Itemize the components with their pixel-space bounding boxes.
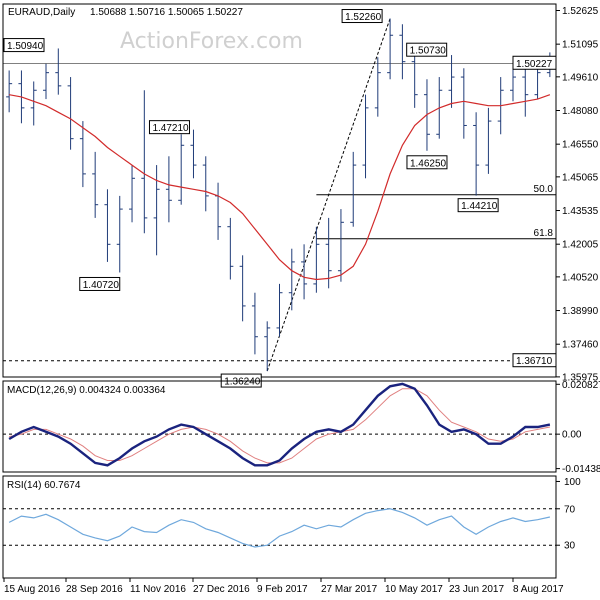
price-annotation-box [341,9,383,24]
price-annotation-box [148,120,190,135]
price-y-tick-label: 1.51095 [562,40,599,51]
watermark-text: ActionForex.com [120,29,303,54]
price-annotation-box [512,353,557,368]
price-annotation-box [457,198,499,213]
price-y-tick-label: 1.43535 [562,206,599,217]
x-tick-label: 11 Nov 2016 [130,584,186,595]
macd-panel-frame [2,380,557,473]
price-panel-frame [2,3,557,378]
price-y-tick-label: 1.42005 [562,240,599,251]
price-y-tick-label: 1.40520 [562,272,599,283]
x-tick-label: 27 Mar 2017 [321,584,378,595]
x-tick-label: 9 Feb 2017 [257,584,308,595]
price-annotation-box [3,38,45,53]
moving-average-line [8,94,551,281]
macd-title: MACD(12,26,9) 0.004324 0.003364 [7,385,166,396]
price-annotation-label: 1.40720 [83,280,120,291]
macd-y-tick-label: -0.014386 [562,464,600,475]
price-annotation-label: 1.36710 [516,356,553,367]
rsi-panel: 100 70 30 RSI(14) 60.7674 [2,475,581,579]
price-annotation-label: 1.46250 [410,158,447,169]
price-annotation-label: 1.52260 [345,12,382,23]
rsi-y-tick-label: 30 [564,541,576,552]
x-tick-label: 8 Aug 2017 [513,584,564,595]
macd-y-tick-label: 0.00 [562,430,582,441]
rsi-y-tick-label: 100 [564,477,581,488]
price-annotation-label: 1.50227 [516,59,553,70]
price-y-tick-label: 1.49610 [562,72,599,83]
price-y-tick-label: 1.46550 [562,140,599,151]
price-y-tick-label: 1.37460 [562,340,599,351]
fib-level-label: 61.8 [534,228,554,239]
price-annotation-box [406,155,448,170]
macd-signal-line [9,388,550,464]
price-y-tick-label: 1.45065 [562,172,599,183]
price-y-tick-label: 1.35975 [562,372,599,383]
x-tick-label: 10 May 2017 [385,584,443,595]
x-tick-label: 27 Dec 2016 [193,584,250,595]
price-annotation-label: 1.50940 [7,41,44,52]
chart-ohlc-readout: 1.50688 1.50716 1.50065 1.50227 [90,7,243,18]
macd-line [8,382,551,467]
fib-level-label: 50.0 [534,184,554,195]
chart-title: EURAUD,Daily [8,7,75,18]
price-y-tick-label: 1.52625 [562,6,599,17]
trend-dashed-line [266,18,391,372]
price-annotation-box [79,276,121,291]
rsi-title: RSI(14) 60.7674 [7,480,81,491]
price-annotation-box [512,55,557,70]
rsi-y-tick-label: 70 [564,504,576,515]
x-tick-label: 15 Aug 2016 [4,584,61,595]
price-annotation-label: 1.44210 [461,201,498,212]
price-panel: 1.52625 1.51095 1.49610 1.48080 1.46550 1.450… [2,3,599,388]
price-annotation-label: 1.50730 [410,46,447,57]
macd-panel: 0.020827 0.00 -0.014386 MACD(12,26,9) 0.004… [2,380,600,475]
price-y-tick-label: 1.48080 [562,106,599,117]
macd-y-tick-label: 0.020827 [562,380,600,391]
rsi-line [8,508,551,548]
price-annotation-label: 1.36240 [224,377,261,388]
price-y-tick-label: 1.38990 [562,306,599,317]
x-tick-label: 28 Sep 2016 [66,584,123,595]
price-annotation-label: 1.47210 [152,123,189,134]
price-annotation-box [406,42,448,57]
x-axis: 15 Aug 2016 28 Sep 2016 11 Nov 2016 27 Dec … [3,578,564,595]
x-tick-label: 23 Jun 2017 [449,584,504,595]
rsi-panel-frame [2,475,557,579]
